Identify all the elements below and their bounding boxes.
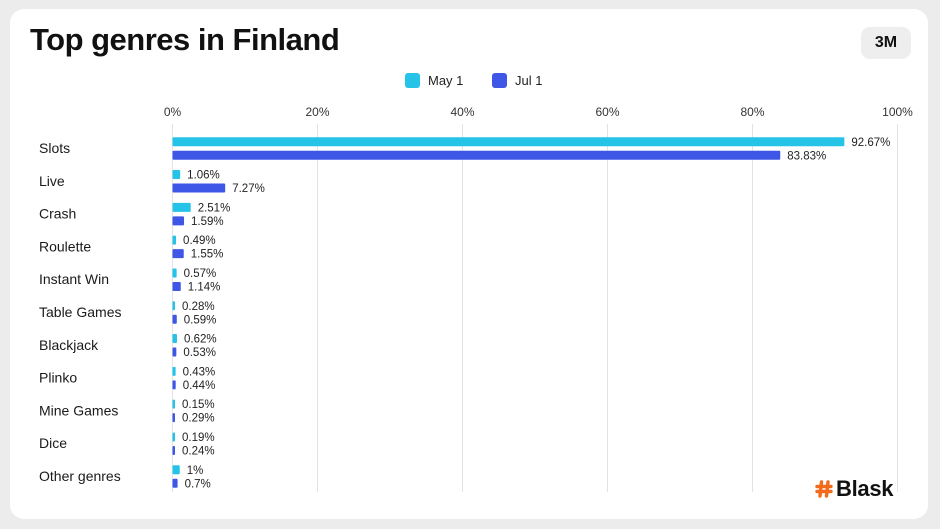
data-label: 1%: [187, 465, 204, 477]
data-label: 92.67%: [851, 137, 890, 149]
bar: [172, 380, 176, 390]
data-label: 0.44%: [183, 380, 216, 392]
legend-item-may[interactable]: May 1: [405, 71, 463, 89]
category-label: Crash: [39, 206, 76, 222]
data-label: 0.24%: [182, 445, 215, 457]
bar: [172, 413, 175, 423]
category-label: Slots: [39, 140, 70, 156]
period-button[interactable]: 3M: [861, 27, 911, 59]
data-label: 0.7%: [185, 478, 211, 490]
bar: [172, 445, 175, 455]
bar: [172, 216, 185, 226]
legend-swatch-may: [405, 72, 420, 88]
category-label: Live: [39, 173, 65, 189]
x-tick-label: 80%: [740, 105, 764, 119]
category-label: Instant Win: [39, 271, 109, 287]
x-tick-label: 100%: [882, 105, 913, 119]
data-label: 0.43%: [183, 366, 216, 378]
data-label: 2.51%: [198, 202, 231, 214]
data-label: 0.15%: [182, 399, 215, 411]
bar: [172, 366, 176, 376]
bar: [172, 170, 181, 180]
legend-swatch-jul: [492, 72, 507, 88]
logo-text: Blask: [836, 476, 894, 501]
bar: [172, 268, 177, 278]
brand-logo: Blask: [815, 476, 894, 502]
data-label: 1.59%: [191, 216, 224, 228]
category-label: Other genres: [39, 468, 121, 484]
bar: [172, 465, 180, 475]
data-label: 1.14%: [188, 281, 221, 293]
category-label: Blackjack: [39, 337, 99, 353]
page-title: Top genres in Finland: [30, 22, 340, 57]
x-tick-label: 20%: [305, 105, 329, 119]
hash-icon: [815, 480, 833, 498]
data-label: 1.55%: [191, 249, 224, 261]
x-tick-label: 40%: [450, 105, 474, 119]
bar: [172, 281, 181, 291]
bar: [172, 137, 845, 147]
bar: [172, 334, 177, 344]
bar: [172, 150, 781, 160]
data-label: 0.59%: [184, 314, 217, 326]
bar: [172, 314, 177, 324]
bar: [172, 235, 177, 245]
legend-item-jul[interactable]: Jul 1: [492, 71, 542, 89]
category-label: Mine Games: [39, 402, 118, 418]
bar: [172, 202, 191, 212]
x-tick-label: 0%: [164, 105, 182, 119]
bar: [172, 301, 175, 311]
data-label: 83.83%: [787, 150, 826, 162]
x-tick-label: 60%: [595, 105, 619, 119]
data-label: 0.19%: [182, 432, 215, 444]
legend-label-jul: Jul 1: [515, 72, 543, 88]
legend-label-may: May 1: [428, 72, 464, 88]
category-label: Roulette: [39, 238, 91, 254]
data-label: 0.49%: [183, 235, 216, 247]
bar: [172, 183, 226, 193]
data-label: 0.62%: [184, 334, 217, 346]
data-label: 0.28%: [182, 301, 215, 313]
category-label: Table Games: [39, 304, 121, 320]
data-label: 0.53%: [183, 347, 216, 359]
data-label: 0.29%: [182, 413, 215, 425]
chart-card: [10, 9, 928, 519]
category-label: Plinko: [39, 370, 77, 386]
data-label: 0.57%: [184, 268, 217, 280]
bar: [172, 399, 175, 409]
bar: [172, 347, 177, 357]
bar: [172, 249, 184, 259]
bar: [172, 432, 175, 442]
bar: [172, 478, 178, 488]
data-label: 7.27%: [232, 183, 265, 195]
data-label: 1.06%: [187, 170, 220, 182]
category-label: Dice: [39, 435, 67, 451]
